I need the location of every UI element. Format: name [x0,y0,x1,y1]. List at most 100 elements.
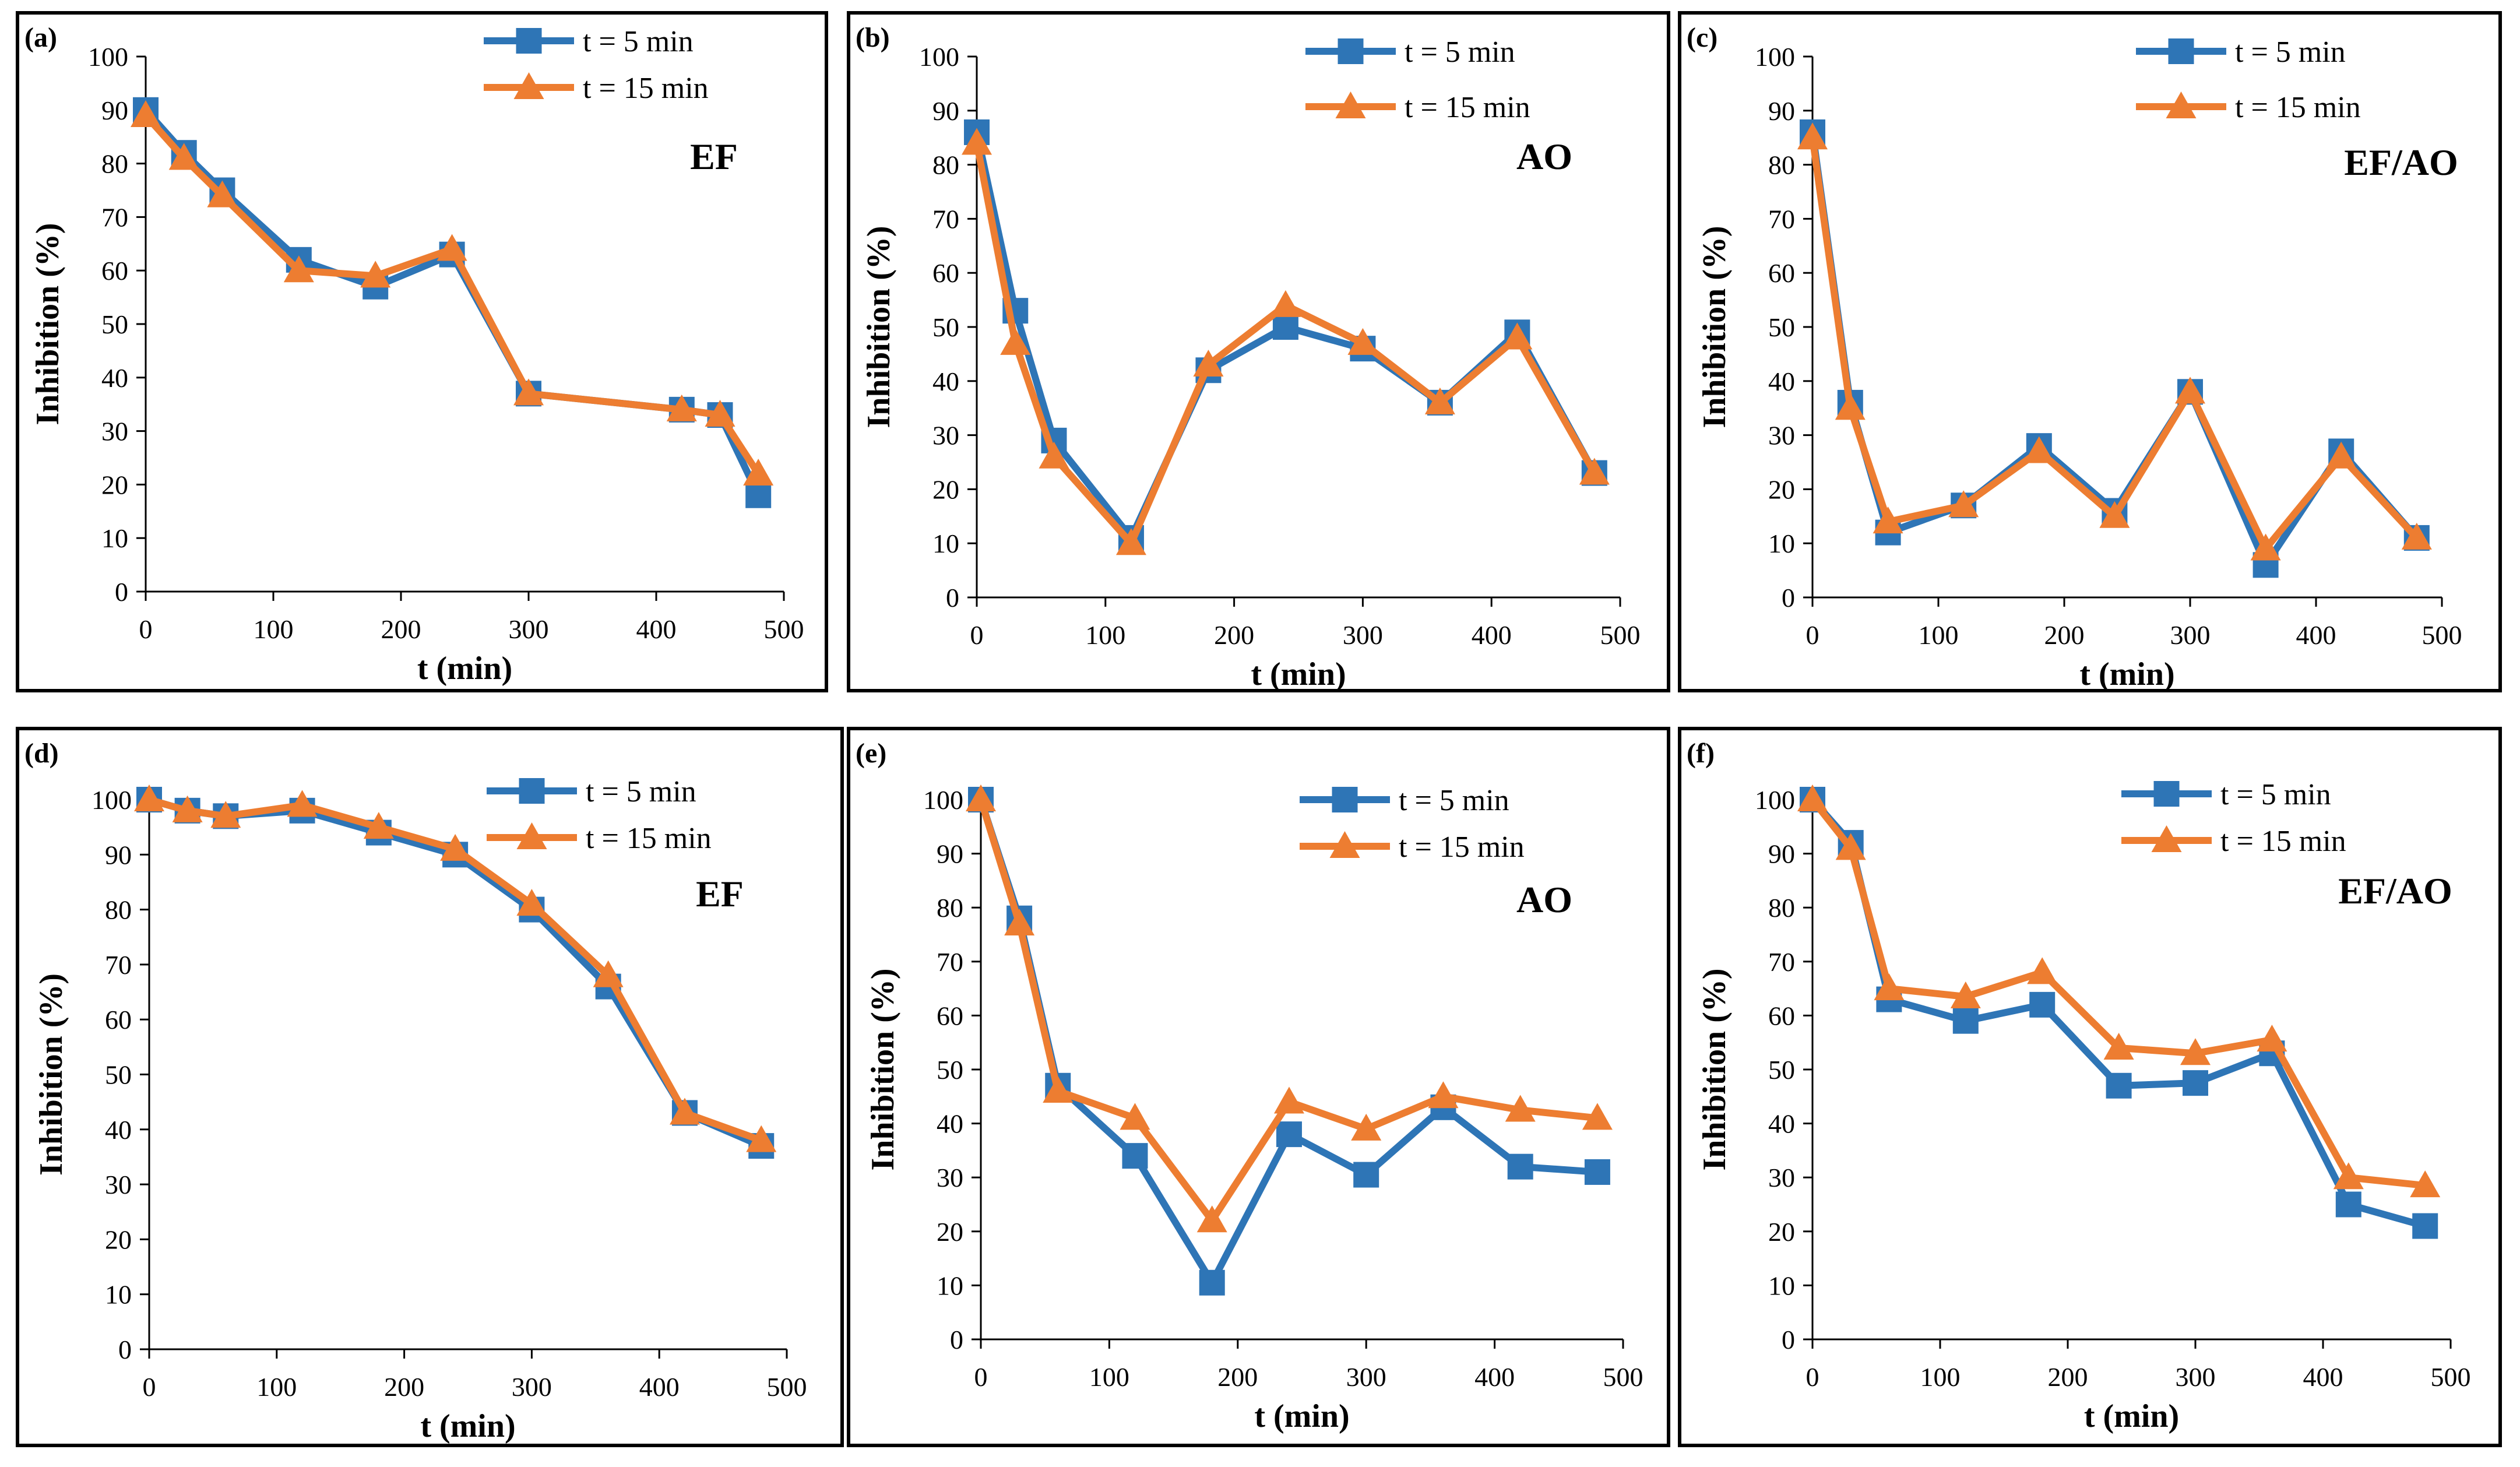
x-tick-label: 400 [1474,1362,1515,1392]
data-point-triangle [2250,533,2281,561]
panel-annotation: AO [1516,136,1572,177]
data-point-triangle [2333,1162,2364,1190]
panel-tag: (f) [1687,738,1715,769]
legend-marker-square [516,28,542,54]
data-point-triangle [2410,1170,2441,1198]
y-tick-label: 100 [91,785,132,815]
x-tick-label: 0 [970,620,984,650]
y-tick-label: 90 [932,96,959,126]
y-tick-label: 20 [105,1225,132,1254]
x-tick-label: 200 [1214,620,1254,650]
legend: t = 5 min t = 15 min [484,25,709,105]
series-t15 [1797,784,2441,1198]
legend-label: t = 15 min [2220,825,2346,858]
data-point-triangle [440,833,471,861]
legend-label: t = 5 min [586,775,696,808]
x-tick-label: 500 [1603,1362,1643,1392]
x-tick-label: 400 [1472,620,1512,650]
data-point-square [1584,1159,1610,1185]
series-t15 [966,784,1613,1233]
y-tick-label: 30 [101,417,128,446]
legend-label: t = 15 min [1399,831,1525,864]
y-tick-label: 90 [1768,839,1795,869]
legend: t = 5 min t = 15 min [487,775,712,855]
y-tick-label: 30 [937,1163,963,1192]
data-point-square [745,482,772,508]
data-point-triangle [1347,328,1378,355]
chart-panel-6: 0 10 20 30 40 50 60 70 80 90 100 0 100 200 300 400 500 t … [1678,727,2502,1447]
panel-tag: (e) [856,738,886,769]
y-tick-label: 10 [101,523,128,553]
y-axis-title: Inhibition (%) [1697,969,1733,1171]
legend-marker-triangle [2151,825,2182,852]
legend-label: t = 15 min [2235,91,2361,124]
series-line [977,798,1598,1225]
data-point-triangle [2175,377,2205,404]
data-point-square [2029,991,2056,1018]
y-tick-label: 50 [937,1055,963,1085]
legend-label: t = 15 min [586,822,712,855]
y-tick-label: 0 [115,577,128,607]
x-tick-label: 200 [2044,620,2085,650]
y-tick-label: 90 [101,96,128,125]
data-point-triangle [2103,1032,2134,1060]
x-axis-title: t (min) [417,650,512,687]
y-tick-label: 0 [950,1325,963,1355]
y-tick-label: 30 [105,1170,132,1199]
y-tick-label: 100 [1755,785,1795,815]
data-point-square [1199,1269,1225,1296]
data-point-triangle [705,400,735,427]
x-tick-label: 300 [509,614,549,644]
y-tick-label: 20 [101,470,128,499]
panel-tag: (d) [24,738,59,769]
x-tick-label: 500 [2422,620,2462,650]
y-tick-label: 30 [1768,1163,1795,1192]
series-line [977,798,1598,1286]
y-tick-label: 0 [118,1335,132,1364]
y-tick-label: 10 [937,1271,963,1300]
y-tick-label: 70 [932,204,959,234]
y-tick-label: 10 [1768,529,1795,558]
legend-marker-triangle [2166,92,2197,118]
data-point-triangle [1579,458,1610,485]
y-tick-label: 50 [1768,312,1795,342]
x-tick-label: 100 [254,614,294,644]
legend-marker-triangle [1329,831,1360,858]
x-axis-title: t (min) [1251,656,1346,692]
y-tick-label: 40 [1768,1109,1795,1139]
data-point-triangle [1196,1205,1227,1233]
data-point-triangle [962,128,992,155]
x-tick-label: 400 [2303,1362,2343,1392]
y-tick-label: 100 [1755,42,1795,72]
y-tick-label: 40 [932,367,959,396]
panel-tag: (b) [856,22,890,53]
series-t15 [131,100,774,486]
data-point-triangle [1043,1076,1074,1103]
data-point-triangle [1115,528,1146,555]
y-tick-label: 70 [937,947,963,977]
x-tick-label: 0 [143,1372,156,1402]
data-point-triangle [1797,122,1828,150]
y-tick-label: 70 [1768,204,1795,234]
data-point-triangle [360,261,391,288]
series-t15 [962,128,1610,555]
x-tick-label: 400 [636,614,677,644]
data-point-triangle [1835,833,1866,860]
y-tick-label: 70 [105,950,132,980]
data-point-triangle [2099,501,2130,528]
y-tick-label: 20 [1768,1217,1795,1247]
data-point-triangle [743,459,774,486]
data-point-triangle [1270,290,1301,317]
y-tick-label: 70 [101,202,128,232]
data-point-triangle [2027,957,2058,984]
y-tick-label: 80 [101,149,128,179]
x-tick-label: 300 [1343,620,1383,650]
data-point-triangle [2257,1025,2287,1052]
y-tick-label: 20 [1768,474,1795,504]
x-tick-label: 200 [2048,1362,2088,1392]
data-point-triangle [168,143,199,170]
data-point-triangle [437,234,467,261]
chart-panel-2: 0 10 20 30 40 50 60 70 80 90 100 0 100 200 300 400 500 t … [847,11,1670,692]
data-point-triangle [1505,1095,1536,1122]
